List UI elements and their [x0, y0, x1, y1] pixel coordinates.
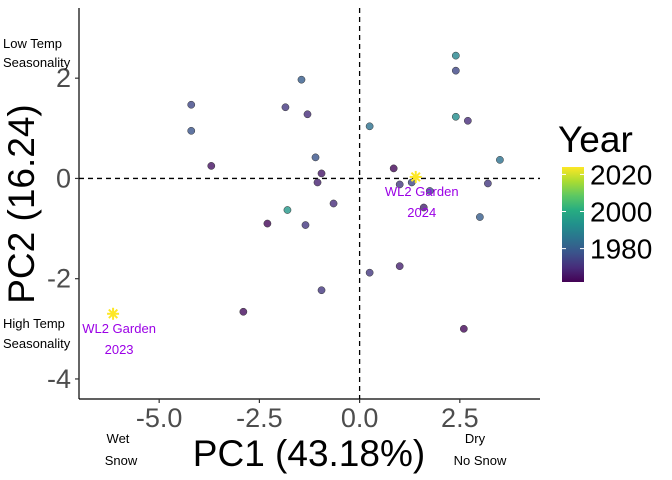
y-tick-label: -2 — [47, 264, 71, 294]
garden-star-marker — [409, 170, 422, 183]
star-stroke — [108, 308, 119, 319]
data-point — [459, 324, 468, 333]
data-point — [451, 51, 460, 60]
garden-label-line: 2024 — [407, 205, 436, 220]
star-stroke — [410, 171, 421, 182]
annotation-dry-line1: Dry — [465, 431, 486, 446]
data-point — [425, 187, 434, 195]
data-point — [389, 164, 398, 173]
x-axis-title: PC1 (43.18%) — [193, 433, 425, 474]
data-point — [283, 206, 292, 214]
data-point — [451, 66, 460, 75]
annotation-wet-line1: Wet — [107, 431, 130, 446]
y-axis-ticks: -4 -2 0 2 — [47, 63, 79, 394]
x-tick-label: 2.5 — [441, 403, 479, 433]
data-point — [311, 153, 320, 162]
legend-tick-label: 1980 — [590, 234, 652, 265]
data-point — [297, 75, 306, 84]
data-point — [317, 286, 326, 295]
annotation-low-temp-line2: Seasonality — [3, 55, 71, 70]
highlight-layer: WL2 Garden 2023 WL2 Garden 2024 — [82, 170, 459, 357]
data-point — [303, 110, 312, 119]
y-tick-label: 0 — [56, 163, 71, 193]
year-colorbar-legend: Year 1980 2000 2020 — [558, 119, 652, 282]
data-point — [496, 156, 504, 164]
y-axis-title: PC2 (16.24) — [1, 104, 42, 304]
annotation-low-temp-line1: Low Temp — [3, 36, 62, 51]
data-point — [239, 307, 248, 316]
data-point — [187, 126, 196, 135]
garden-star-marker — [107, 307, 120, 320]
x-axis-ticks: -5.0 -2.5 0.0 2.5 — [136, 399, 479, 433]
garden-label-line: WL2 Garden — [82, 321, 156, 336]
garden-label-line: WL2 Garden — [385, 184, 459, 199]
legend-title: Year — [558, 119, 633, 160]
data-point — [476, 213, 484, 221]
x-tick-label: 0.0 — [341, 403, 379, 433]
data-point — [395, 262, 404, 271]
data-point — [484, 179, 492, 188]
x-tick-label: -5.0 — [136, 403, 183, 433]
data-point — [463, 116, 472, 125]
data-point — [263, 219, 272, 228]
data-point — [395, 180, 404, 189]
plot-area: WL2 Garden 2023 WL2 Garden 2024 -5.0 -2.5 0.0… — [47, 8, 540, 433]
data-point — [365, 268, 374, 277]
data-point — [451, 112, 460, 121]
y-tick-label: 2 — [56, 63, 71, 93]
reference-lines — [79, 8, 540, 399]
legend-ticks: 1980 2000 2020 — [562, 159, 652, 265]
data-point — [301, 221, 310, 229]
data-point — [313, 178, 322, 187]
data-point — [207, 162, 216, 170]
data-point — [419, 203, 428, 212]
corner-annotations: Low Temp Seasonality High Temp Seasonali… — [3, 36, 507, 468]
data-point — [365, 122, 374, 131]
annotation-dry-line2: No Snow — [454, 453, 507, 468]
points-layer — [187, 51, 504, 333]
annotation-high-temp-line1: High Temp — [3, 316, 65, 331]
x-tick-label: -2.5 — [236, 403, 283, 433]
annotation-high-temp-line2: Seasonality — [3, 336, 71, 351]
annotation-wet-line2: Snow — [105, 453, 138, 468]
y-tick-label: -4 — [47, 364, 71, 394]
data-point — [187, 100, 196, 109]
legend-tick-label: 2000 — [590, 197, 652, 228]
data-point — [317, 169, 326, 178]
data-point — [281, 103, 290, 112]
garden-label-line: 2023 — [105, 342, 134, 357]
data-point — [329, 199, 338, 208]
colorbar — [562, 167, 584, 282]
legend-tick-label: 2020 — [590, 159, 652, 190]
